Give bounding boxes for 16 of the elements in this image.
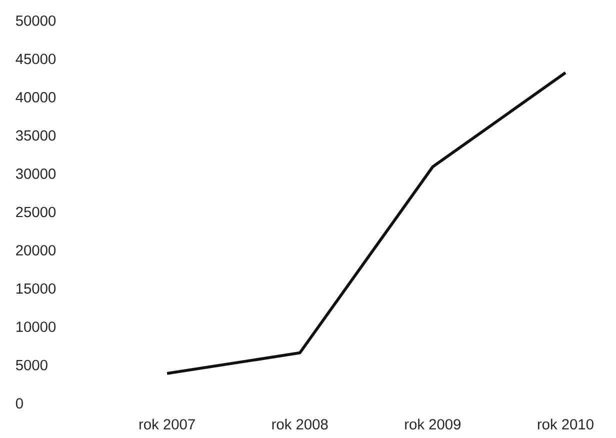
line-series (166, 71, 567, 375)
y-tick-label: 5000 (16, 360, 48, 370)
y-tick-label: 40000 (16, 92, 56, 102)
x-tick-label: rok 2009 (405, 418, 461, 430)
x-tick-label: rok 2010 (538, 418, 594, 430)
y-tick-label: 15000 (16, 283, 56, 294)
y-tick-label: 45000 (16, 54, 56, 64)
x-tick-label: rok 2008 (272, 418, 328, 430)
y-tick-label: 10000 (16, 322, 56, 332)
y-tick-label: 50000 (16, 15, 56, 26)
y-tick-label: 30000 (16, 168, 56, 179)
y-tick-label: 25000 (16, 206, 56, 218)
x-tick-label: rok 2007 (140, 418, 195, 430)
y-tick-label: 20000 (16, 245, 56, 256)
y-tick-label: 0 (16, 398, 23, 409)
y-tick-label: 35000 (16, 130, 56, 141)
